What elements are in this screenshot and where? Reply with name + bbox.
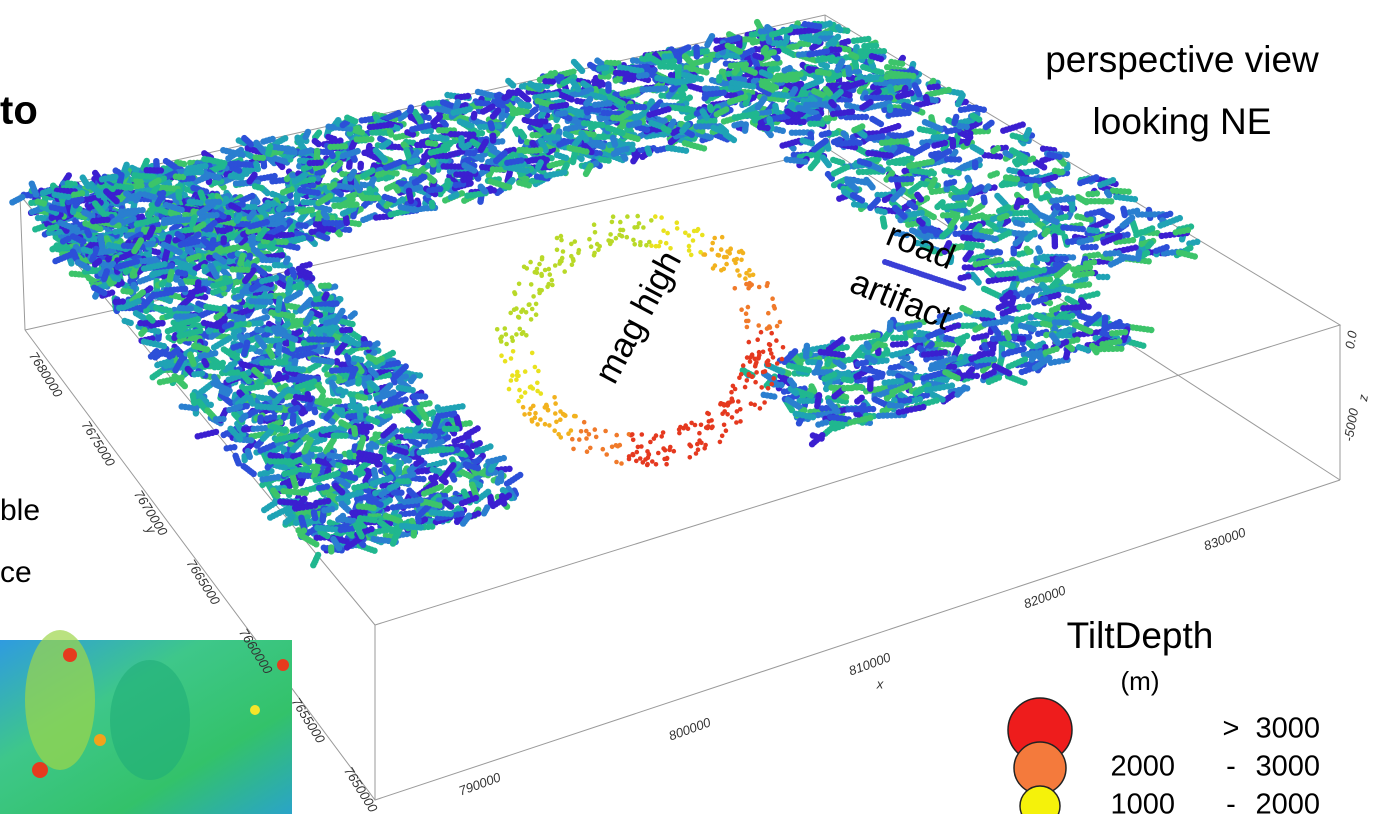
point (253, 140, 259, 146)
point (590, 131, 596, 137)
point (477, 199, 483, 205)
point (505, 78, 511, 84)
point (580, 80, 586, 86)
point (426, 115, 432, 121)
point (429, 134, 435, 140)
point (531, 119, 537, 125)
point (701, 145, 707, 151)
point (544, 157, 550, 163)
point (66, 172, 72, 178)
point (485, 159, 491, 165)
point (445, 178, 451, 184)
point (774, 55, 780, 61)
point (538, 138, 544, 144)
point (366, 143, 372, 149)
point (713, 37, 719, 43)
point (900, 55, 906, 61)
point (754, 19, 760, 25)
point (220, 147, 226, 153)
point (749, 31, 755, 37)
point (444, 92, 450, 98)
point (201, 150, 207, 156)
point (471, 150, 477, 156)
point (384, 185, 390, 191)
point (630, 57, 636, 63)
point (416, 169, 422, 175)
point (742, 128, 748, 134)
point (113, 167, 119, 173)
point (479, 164, 485, 170)
point (649, 98, 655, 104)
point (459, 190, 465, 196)
point (346, 227, 352, 233)
point (525, 97, 531, 103)
point (622, 155, 628, 161)
point (453, 182, 459, 188)
point (294, 135, 300, 141)
point (429, 200, 435, 206)
point (236, 137, 242, 143)
point (280, 189, 286, 195)
point (379, 143, 385, 149)
point (491, 187, 497, 193)
point (571, 59, 577, 65)
point (709, 77, 715, 83)
point (312, 241, 318, 247)
point (708, 134, 714, 140)
point (509, 177, 515, 183)
point (499, 115, 505, 121)
point (738, 121, 744, 127)
point (499, 138, 505, 144)
slide: to ble ce perspective view looking NE ma… (0, 0, 1374, 814)
point (346, 164, 352, 170)
point (457, 118, 463, 124)
point (316, 129, 322, 135)
point (326, 207, 332, 213)
point (719, 68, 725, 74)
point (373, 214, 379, 220)
point (535, 164, 541, 170)
point (337, 137, 343, 143)
point (377, 136, 383, 142)
point (441, 163, 447, 169)
point (241, 135, 247, 141)
point (315, 141, 321, 147)
point (337, 231, 343, 237)
box-edge (20, 195, 25, 330)
point (716, 74, 722, 80)
point (594, 57, 600, 63)
point-cloud (9, 19, 1200, 569)
